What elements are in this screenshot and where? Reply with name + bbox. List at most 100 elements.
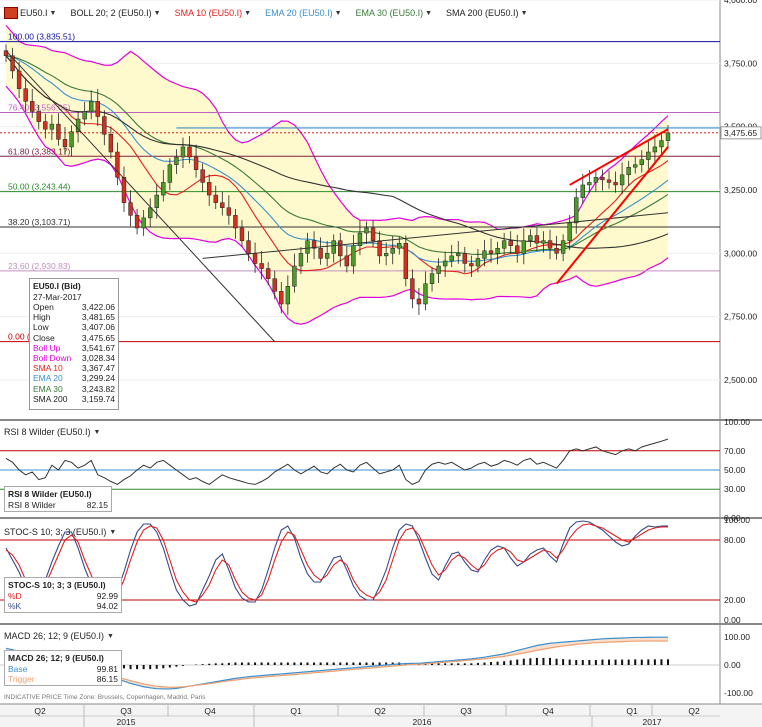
candle-body [324, 253, 330, 259]
fib-level-label: 76.40 (3,556.05) [8, 102, 71, 112]
macd-base-row: Base 99.81 [8, 664, 118, 674]
macd-histogram-bar [516, 659, 519, 665]
candle-body [82, 111, 87, 120]
candle-body [36, 111, 41, 122]
candle-body [23, 88, 28, 102]
boll-indicator-selector[interactable]: BOLL 20; 2 (EU50.I) ▼ [70, 8, 160, 18]
macd-label: MACD 26; 12; 9 (EU50.I) [4, 631, 105, 641]
ohlc-info-box: EU50.I (Bid) 27-Mar-2017 Open 3,422.06 Hig… [29, 278, 119, 410]
chevron-down-icon: ▼ [153, 9, 161, 17]
macd-histogram-bar [326, 662, 329, 665]
candle-body [89, 101, 94, 112]
candle-body [200, 169, 205, 183]
ohlc-row-value: 3,299.24 [81, 373, 115, 384]
macd-trigger-label: Trigger [8, 674, 35, 684]
macd-histogram-bar [503, 661, 506, 665]
candle-body [128, 202, 133, 216]
ohlc-row: Boll Up 3,541.67 [33, 343, 115, 353]
ohlc-row-value: 3,422.06 [81, 302, 115, 312]
macd-histogram-bar [378, 662, 381, 665]
candle-body [410, 278, 415, 300]
macd-histogram-bar [470, 663, 473, 665]
macd-histogram-bar [122, 665, 125, 669]
macd-histogram-bar [549, 657, 552, 665]
chevron-down-icon: ▼ [107, 632, 114, 640]
ohlc-row-label: EMA 20 [33, 373, 63, 384]
macd-histogram-bar [260, 662, 263, 665]
stoc-panel-label[interactable]: STOC-S 10; 3; 3 (EU50.I) ▼ [4, 527, 116, 537]
macd-histogram-bar [136, 665, 139, 670]
candle-body [338, 240, 343, 257]
candle-body [423, 283, 428, 305]
macd-histogram-bar [162, 665, 165, 669]
sma200-indicator-selector[interactable]: SMA 200 (EU50.I) ▼ [446, 8, 527, 18]
chart-toolbar: EU50.I ▼ BOLL 20; 2 (EU50.I) ▼ SMA 10 (E… [0, 0, 724, 26]
candle-body [528, 235, 533, 241]
rsi-panel-label[interactable]: RSI 8 Wilder (EU50.I) ▼ [4, 427, 100, 437]
ohlc-row-value: 3,481.65 [81, 312, 115, 323]
macd-histogram-bar [365, 662, 368, 665]
last-price-label: 3,475.65 [724, 128, 757, 138]
ohlc-row-value: 3,541.67 [81, 342, 115, 353]
macd-histogram-bar [155, 665, 158, 669]
candle-body [246, 240, 251, 254]
macd-box-title: MACD 26; 12; 9 (EU50.I) [8, 653, 104, 663]
macd-panel-label[interactable]: MACD 26; 12; 9 (EU50.I) ▼ [4, 631, 114, 641]
candle-body [541, 240, 546, 244]
macd-histogram-bar [129, 665, 132, 670]
candle-body [180, 146, 186, 158]
candle-body [239, 227, 245, 241]
macd-histogram-bar [227, 662, 230, 665]
macd-histogram-bar [201, 664, 204, 665]
quarter-label: Q2 [374, 706, 386, 716]
macd-tick-label: -100.00 [724, 688, 753, 698]
fib-level-label: 38.20 (3,103.71) [8, 217, 71, 227]
macd-base-label: Base [8, 664, 28, 674]
candle-body [606, 179, 612, 183]
candle-body [416, 298, 422, 305]
candle-body [311, 240, 317, 249]
chevron-down-icon: ▼ [109, 528, 117, 536]
candle-body [469, 263, 474, 267]
candle-body [95, 101, 100, 117]
symbol-selector[interactable]: EU50.I ▼ [4, 7, 56, 19]
candle-body [403, 242, 409, 279]
fib-level-label: 100.00 (3,835.51) [8, 32, 75, 42]
rsi-label: RSI 8 Wilder (EU50.I) [4, 427, 91, 437]
candle-body [508, 240, 513, 246]
candle-body [626, 166, 631, 176]
ema30-indicator-selector[interactable]: EMA 30 (EU50.I) ▼ [356, 8, 432, 18]
ohlc-row: Boll Down 3,028.34 [33, 353, 115, 363]
ohlc-row-value: 3,159.74 [81, 393, 115, 404]
rsi-tick-label: 0.00 [724, 513, 741, 523]
quarter-label: Q3 [460, 706, 472, 716]
quarter-label: Q1 [290, 706, 302, 716]
candle-body [370, 227, 376, 241]
bollinger-upper-line [5, 24, 669, 230]
long-trend-line [202, 212, 669, 259]
candle-body [252, 253, 258, 264]
macd-histogram-bar [647, 659, 650, 665]
wedge-lower-line [555, 146, 669, 285]
ohlc-date: 27-Mar-2017 [33, 292, 82, 302]
candle-body [115, 151, 120, 178]
candle-body [652, 146, 658, 153]
rsi-info-box: RSI 8 Wilder (EU50.I) RSI 8 Wilder 82.15 [4, 486, 112, 512]
ema20-indicator-selector[interactable]: EMA 20 (EU50.I) ▼ [265, 8, 341, 18]
fib-level-label: 23.60 (2,930.83) [8, 261, 71, 271]
candle-body [501, 240, 507, 249]
ohlc-row-label: Open [33, 302, 54, 312]
macd-histogram-bar [490, 662, 493, 665]
ohlc-rows: Open 3,422.06 High 3,481.65 Low 3,407.06 Close… [33, 302, 115, 404]
macd-histogram-bar [254, 662, 257, 665]
sma10-indicator-selector[interactable]: SMA 10 (EU50.I) ▼ [175, 8, 251, 18]
macd-histogram-bar [660, 659, 663, 665]
macd-histogram-bar [529, 658, 532, 665]
chevron-down-icon: ▼ [520, 9, 528, 17]
candle-body [148, 207, 153, 219]
stoc-tick-label: 80.00 [724, 535, 746, 545]
candle-body [593, 177, 599, 183]
ohlc-row-value: 3,028.34 [81, 353, 115, 364]
candle-body [206, 182, 212, 196]
